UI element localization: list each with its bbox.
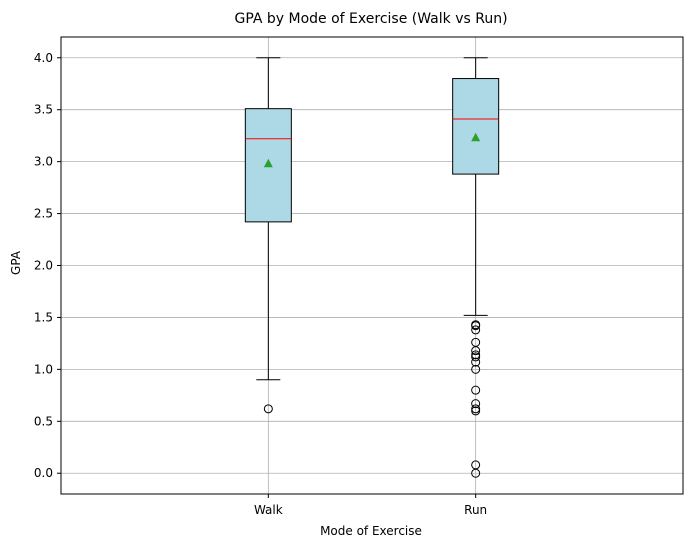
outlier-point: [471, 468, 481, 478]
y-tick-label: 3.0: [34, 155, 53, 169]
outlier-point: [263, 404, 273, 414]
outlier-point: [471, 352, 481, 362]
y-tick-label: 1.0: [34, 362, 53, 376]
y-axis-label: GPA: [9, 250, 23, 275]
y-tick-label: 3.5: [34, 103, 53, 117]
x-axis-label: Mode of Exercise: [320, 524, 422, 538]
y-tick-label: 4.0: [34, 51, 53, 65]
box-run: [452, 57, 500, 478]
boxes-layer: [244, 57, 500, 478]
outlier-point: [471, 364, 481, 374]
grid-layer: [61, 37, 683, 494]
iqr-box: [452, 78, 500, 175]
outlier-point: [471, 346, 481, 356]
outlier-point: [471, 325, 481, 335]
x-axis: Walk Run: [254, 494, 487, 517]
y-tick-label: 1.5: [34, 310, 53, 324]
chart-title: GPA by Mode of Exercise (Walk vs Run): [234, 11, 507, 27]
outlier-point: [471, 321, 481, 331]
x-tick-label: Walk: [254, 503, 283, 517]
mean-marker: [471, 132, 481, 142]
y-tick-label: 0.5: [34, 414, 53, 428]
x-tick-label: Run: [464, 503, 487, 517]
outlier-point: [471, 350, 481, 360]
outlier-point: [471, 357, 481, 367]
outlier-point: [471, 385, 481, 395]
y-tick-label: 2.0: [34, 259, 53, 273]
outlier-point: [471, 404, 481, 414]
y-tick-label: 2.5: [34, 207, 53, 221]
box-walk: [244, 57, 292, 414]
outlier-point: [471, 399, 481, 409]
y-tick-label: 0.0: [34, 466, 53, 480]
y-axis: 0.0 0.5 1.0 1.5 2.0 2.5 3.0 3.5 4.0: [34, 51, 61, 480]
outlier-point: [471, 406, 481, 416]
mean-marker: [263, 158, 273, 168]
